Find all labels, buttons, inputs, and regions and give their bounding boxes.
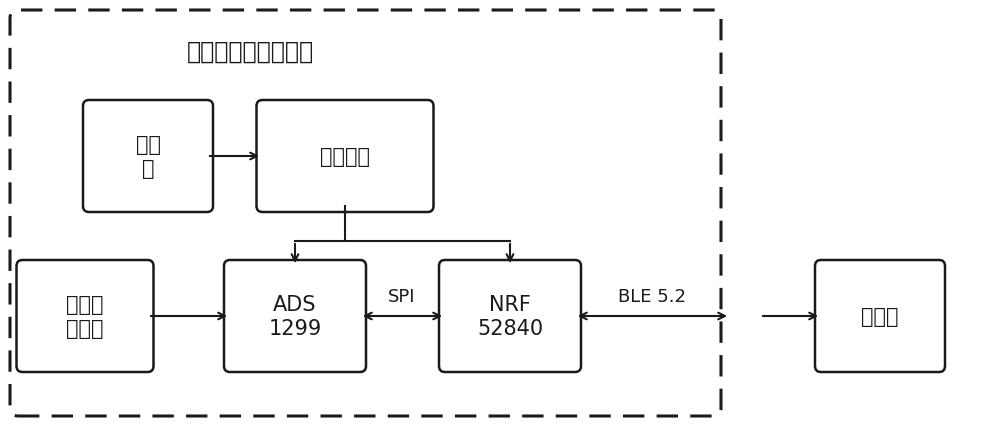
FancyBboxPatch shape [83,101,213,213]
FancyBboxPatch shape [815,260,945,372]
Text: 柔性织
物电极: 柔性织 物电极 [66,295,104,338]
FancyBboxPatch shape [224,260,366,372]
Text: 稳压模块: 稳压模块 [320,147,370,167]
FancyBboxPatch shape [17,260,154,372]
Text: BLE 5.2: BLE 5.2 [618,287,686,305]
Text: ADS
1299: ADS 1299 [268,295,322,338]
Text: SPI: SPI [388,287,416,305]
Text: 可穿戴脑电采集装置: 可穿戴脑电采集装置 [186,40,314,64]
FancyBboxPatch shape [257,101,434,213]
Text: 上位机: 上位机 [861,306,899,326]
Text: 锂电
池: 锂电 池 [136,135,161,178]
Text: NRF
52840: NRF 52840 [477,295,543,338]
FancyBboxPatch shape [439,260,581,372]
